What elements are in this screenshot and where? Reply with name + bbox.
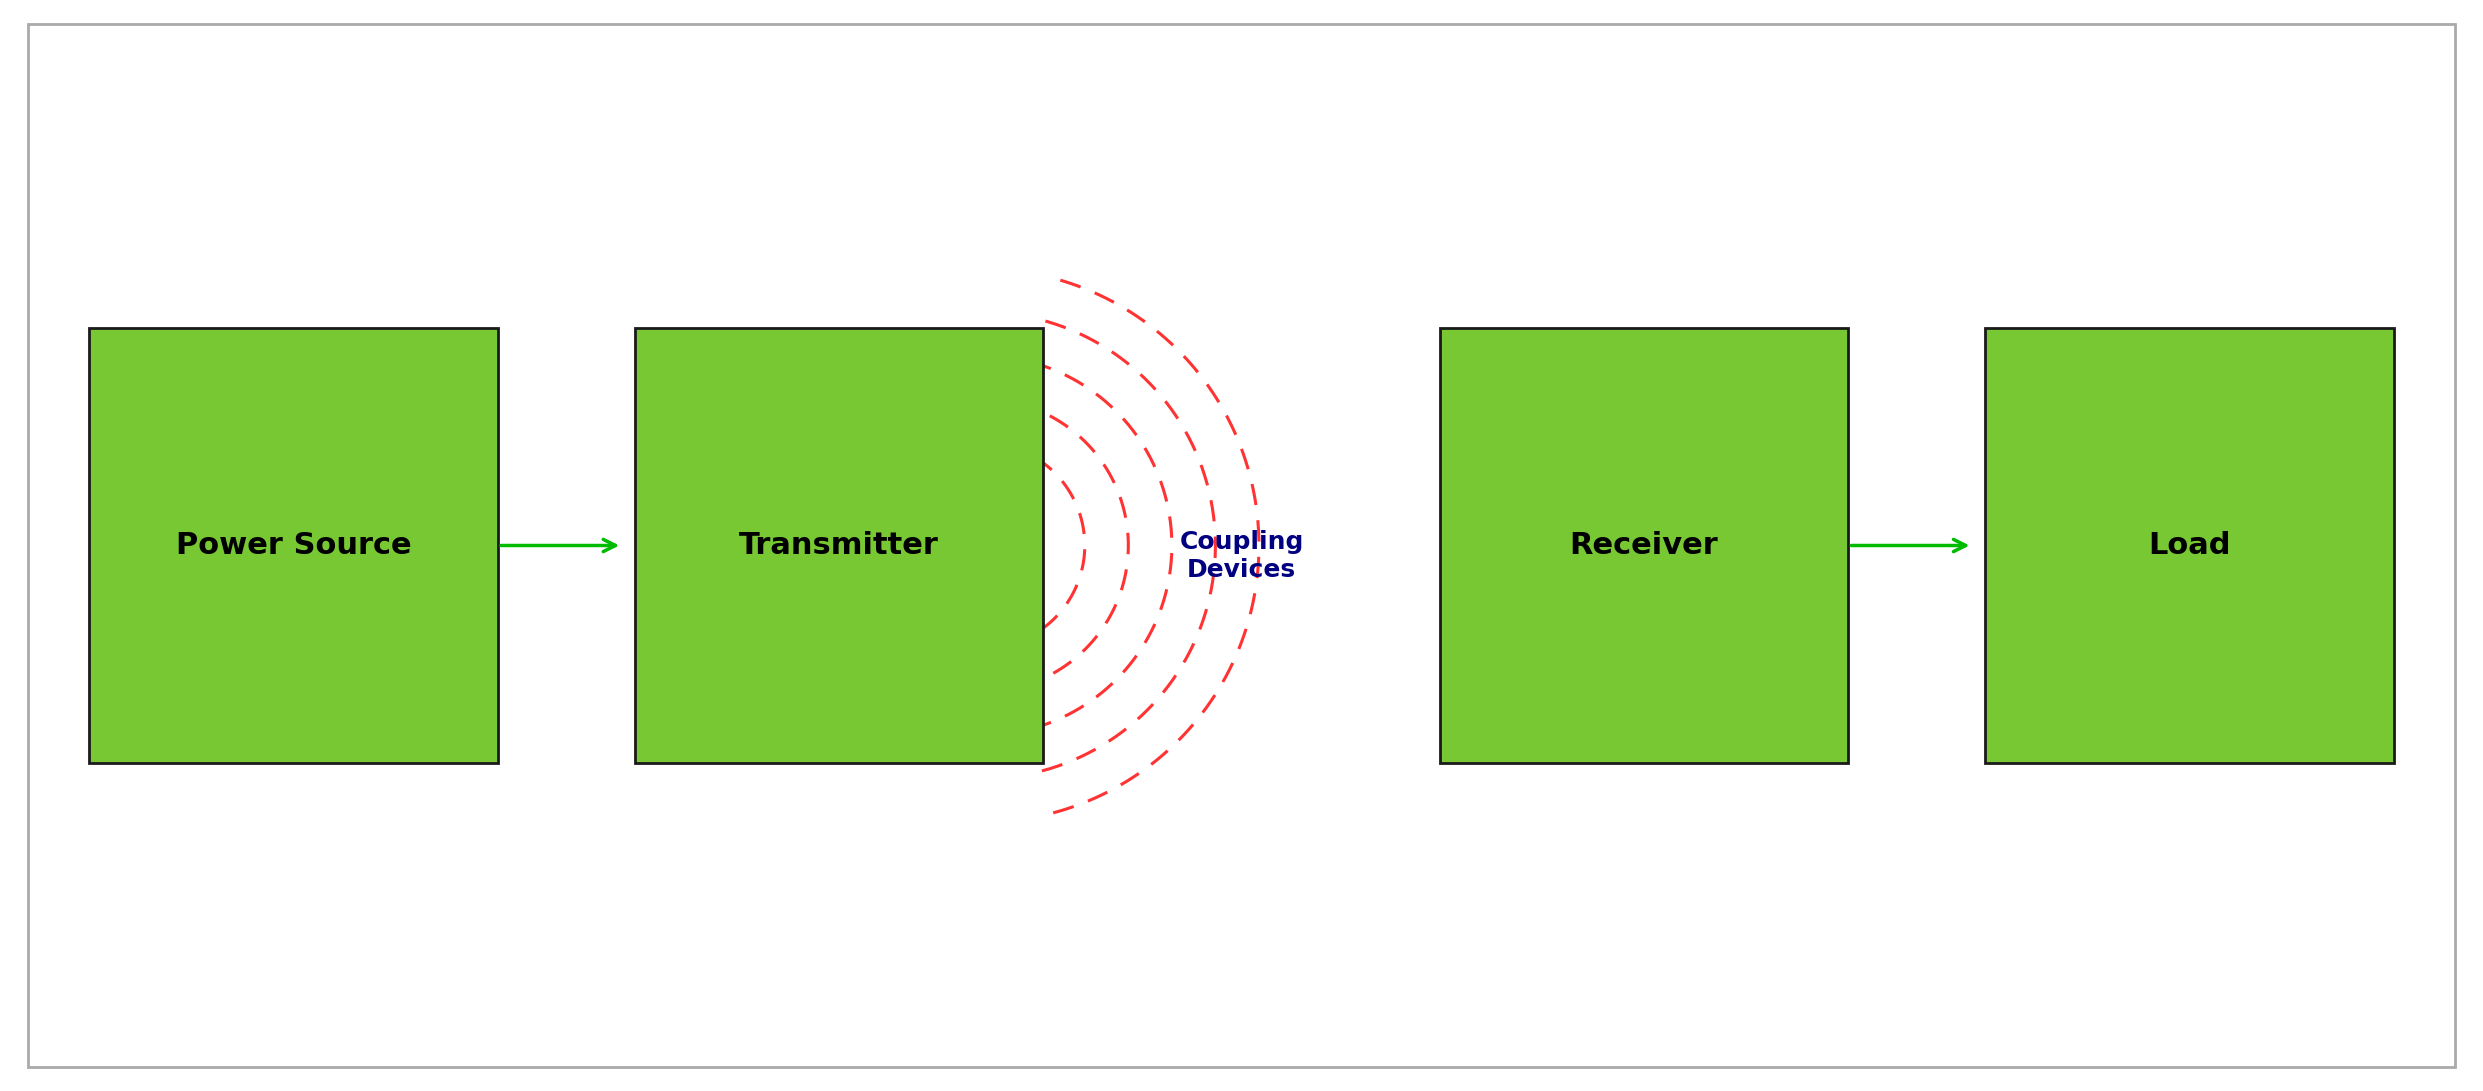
- FancyBboxPatch shape: [1984, 328, 2394, 763]
- Text: Coupling
Devices: Coupling Devices: [1179, 530, 1304, 583]
- FancyBboxPatch shape: [89, 328, 499, 763]
- FancyBboxPatch shape: [636, 328, 1043, 763]
- Text: Transmitter: Transmitter: [740, 531, 939, 560]
- Text: Receiver: Receiver: [1569, 531, 1718, 560]
- Text: Load: Load: [2148, 531, 2230, 560]
- FancyBboxPatch shape: [1440, 328, 1847, 763]
- Text: Power Source: Power Source: [176, 531, 412, 560]
